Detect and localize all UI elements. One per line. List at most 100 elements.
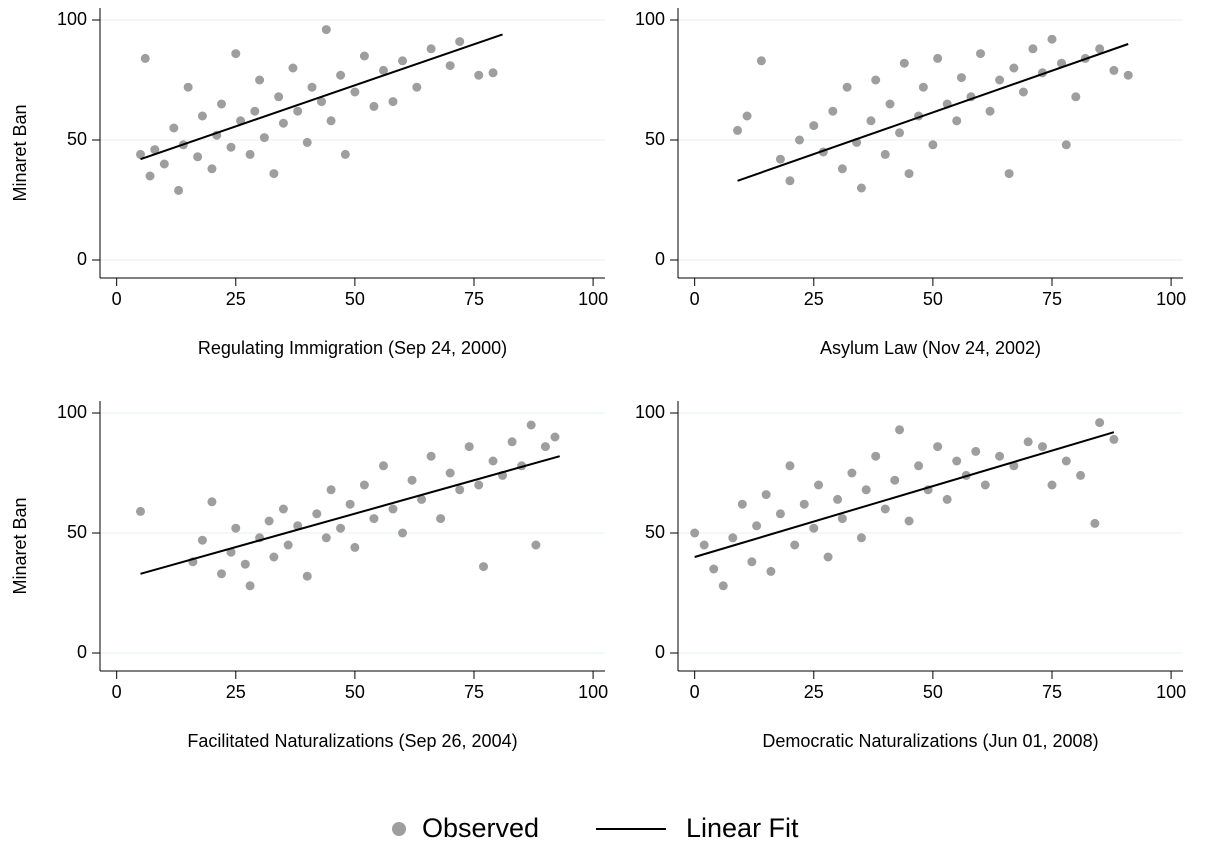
- point: [269, 552, 279, 562]
- y-tick-label: 100: [57, 402, 87, 422]
- x-tick-label: 0: [112, 289, 122, 309]
- point: [861, 485, 871, 495]
- y-tick-label: 0: [655, 642, 665, 662]
- point: [398, 528, 408, 538]
- point: [728, 533, 738, 543]
- point: [976, 49, 986, 59]
- y-tick-label: 50: [645, 129, 665, 149]
- point: [1076, 470, 1086, 480]
- point: [359, 51, 369, 61]
- x-tick-label: 50: [923, 682, 943, 702]
- point: [995, 75, 1005, 85]
- point: [245, 149, 255, 159]
- panel: 0 50 100 0 25 50 75 100 Regulating Immigration (…: [10, 8, 608, 358]
- point: [293, 106, 303, 116]
- point: [274, 92, 284, 102]
- point: [904, 169, 914, 179]
- point: [1061, 140, 1071, 150]
- x-tick-label: 25: [226, 682, 246, 702]
- point: [150, 145, 160, 155]
- point: [193, 152, 203, 162]
- y-tick-label: 50: [645, 522, 665, 542]
- point: [369, 101, 379, 111]
- point: [321, 533, 331, 543]
- x-tick-label: 100: [578, 682, 608, 702]
- point: [1071, 92, 1081, 102]
- point: [336, 523, 346, 533]
- point: [140, 53, 150, 63]
- point: [455, 37, 465, 47]
- point: [145, 171, 155, 181]
- point: [398, 56, 408, 66]
- panel: 0 50 100 0 25 50 75 100 Asylum Law (Nov 24, 2002…: [635, 8, 1186, 358]
- point: [388, 97, 398, 107]
- point: [479, 562, 489, 572]
- point: [823, 552, 833, 562]
- point: [866, 116, 876, 126]
- point: [445, 468, 455, 478]
- point: [312, 509, 322, 519]
- point: [799, 499, 809, 509]
- x-tick-label: 75: [464, 289, 484, 309]
- y-tick-label: 0: [77, 642, 87, 662]
- point: [1004, 169, 1014, 179]
- point: [426, 451, 436, 461]
- point: [885, 99, 895, 109]
- point: [207, 164, 217, 174]
- x-tick-label: 25: [804, 682, 824, 702]
- point: [445, 61, 455, 71]
- point: [1057, 58, 1067, 68]
- point: [169, 123, 179, 133]
- point: [856, 183, 866, 193]
- fit-line: [694, 431, 1115, 558]
- fit-line: [140, 33, 503, 161]
- point: [302, 571, 312, 581]
- x-axis-label: Asylum Law (Nov 24, 2002): [820, 338, 1041, 358]
- point: [1028, 44, 1038, 54]
- point: [785, 461, 795, 471]
- point: [388, 504, 398, 514]
- point: [412, 82, 422, 92]
- point: [880, 504, 890, 514]
- point: [842, 82, 852, 92]
- point: [407, 475, 417, 485]
- y-tick-label: 100: [57, 9, 87, 29]
- x-tick-label: 50: [345, 289, 365, 309]
- point: [814, 480, 824, 490]
- point: [135, 506, 145, 516]
- x-tick-label: 100: [1156, 289, 1186, 309]
- x-tick-label: 0: [690, 289, 700, 309]
- y-axis-label: Minaret Ban: [10, 104, 30, 201]
- point: [933, 442, 943, 452]
- fit-line: [140, 455, 561, 575]
- x-tick-label: 50: [923, 289, 943, 309]
- point: [1009, 63, 1019, 73]
- point: [928, 140, 938, 150]
- point: [756, 56, 766, 66]
- point: [971, 446, 981, 456]
- point: [747, 557, 757, 567]
- point: [733, 125, 743, 135]
- x-tick-label: 0: [112, 682, 122, 702]
- point: [890, 475, 900, 485]
- panel: 0 50 100 0 25 50 75 100 Democratic Naturalizatio…: [635, 401, 1186, 751]
- point: [436, 514, 446, 524]
- point: [809, 121, 819, 131]
- point: [847, 468, 857, 478]
- point: [255, 75, 265, 85]
- point: [197, 111, 207, 121]
- point: [904, 516, 914, 526]
- x-axis-label: Democratic Naturalizations (Jun 01, 2008…: [762, 731, 1098, 751]
- point: [1109, 65, 1119, 75]
- point: [317, 97, 327, 107]
- fit-line: [737, 43, 1129, 182]
- point: [278, 504, 288, 514]
- point: [952, 116, 962, 126]
- point: [752, 521, 762, 531]
- point: [871, 75, 881, 85]
- point: [880, 149, 890, 159]
- point: [350, 87, 360, 97]
- point: [455, 485, 465, 495]
- point: [809, 523, 819, 533]
- point: [526, 420, 536, 430]
